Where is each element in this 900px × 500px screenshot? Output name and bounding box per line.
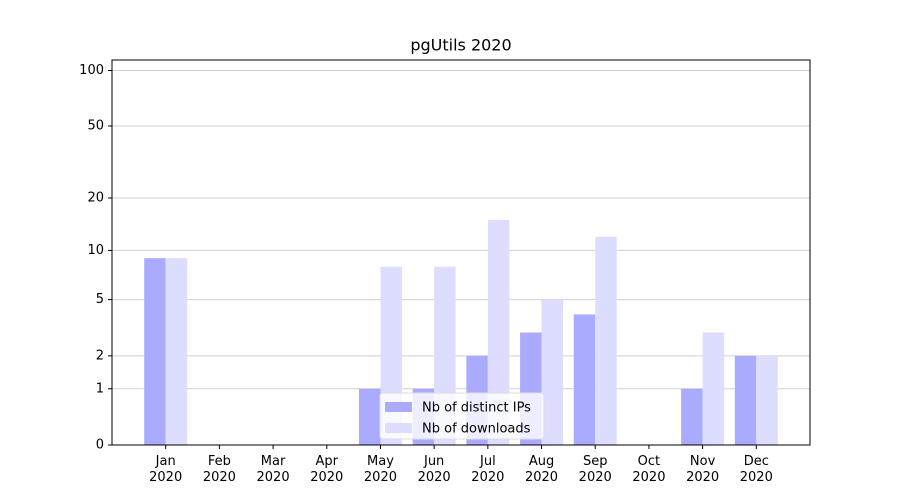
- plot-frame: [111, 59, 811, 446]
- bar: [734, 355, 757, 445]
- x-tick-label: Mar 2020: [257, 454, 290, 485]
- bar: [358, 388, 381, 445]
- y-tick-label: 100: [79, 63, 104, 78]
- x-tick-label: Feb 2020: [203, 454, 236, 485]
- x-tick-label: Oct 2020: [632, 454, 665, 485]
- x-tick-label: Aug 2020: [525, 454, 558, 485]
- y-tick-label: 50: [87, 118, 104, 133]
- x-tick-label: Apr 2020: [310, 454, 343, 485]
- bar: [756, 355, 778, 445]
- legend-box: [379, 392, 545, 440]
- chart-title: pgUtils 2020: [410, 36, 511, 55]
- bar: [595, 236, 617, 445]
- bar: [165, 258, 188, 445]
- x-tick-label: Sep 2020: [579, 454, 612, 485]
- bar: [144, 258, 166, 445]
- legend-swatch: [385, 423, 412, 433]
- legend-label: Nb of distinct IPs: [422, 401, 531, 416]
- legend-swatch: [385, 402, 412, 412]
- bar: [573, 314, 596, 445]
- bar: [487, 220, 510, 445]
- y-tick-label: 2: [96, 348, 104, 363]
- x-tick-label: Jun 2020: [418, 454, 451, 485]
- y-tick-label: 10: [87, 243, 104, 258]
- x-tick-label: Nov 2020: [686, 454, 719, 485]
- bar: [702, 332, 725, 445]
- y-tick-label: 20: [87, 190, 104, 205]
- legend-label: Nb of downloads: [422, 422, 531, 437]
- y-tick-label: 1: [96, 381, 104, 396]
- x-tick-label: May 2020: [364, 454, 397, 485]
- y-tick-label: 0: [96, 438, 104, 453]
- x-tick-label: Jul 2020: [471, 454, 504, 485]
- bar: [541, 299, 564, 445]
- x-tick-label: Jan 2020: [149, 454, 182, 485]
- y-tick-label: 5: [96, 292, 104, 307]
- bar: [681, 388, 703, 445]
- x-tick-label: Dec 2020: [740, 454, 773, 485]
